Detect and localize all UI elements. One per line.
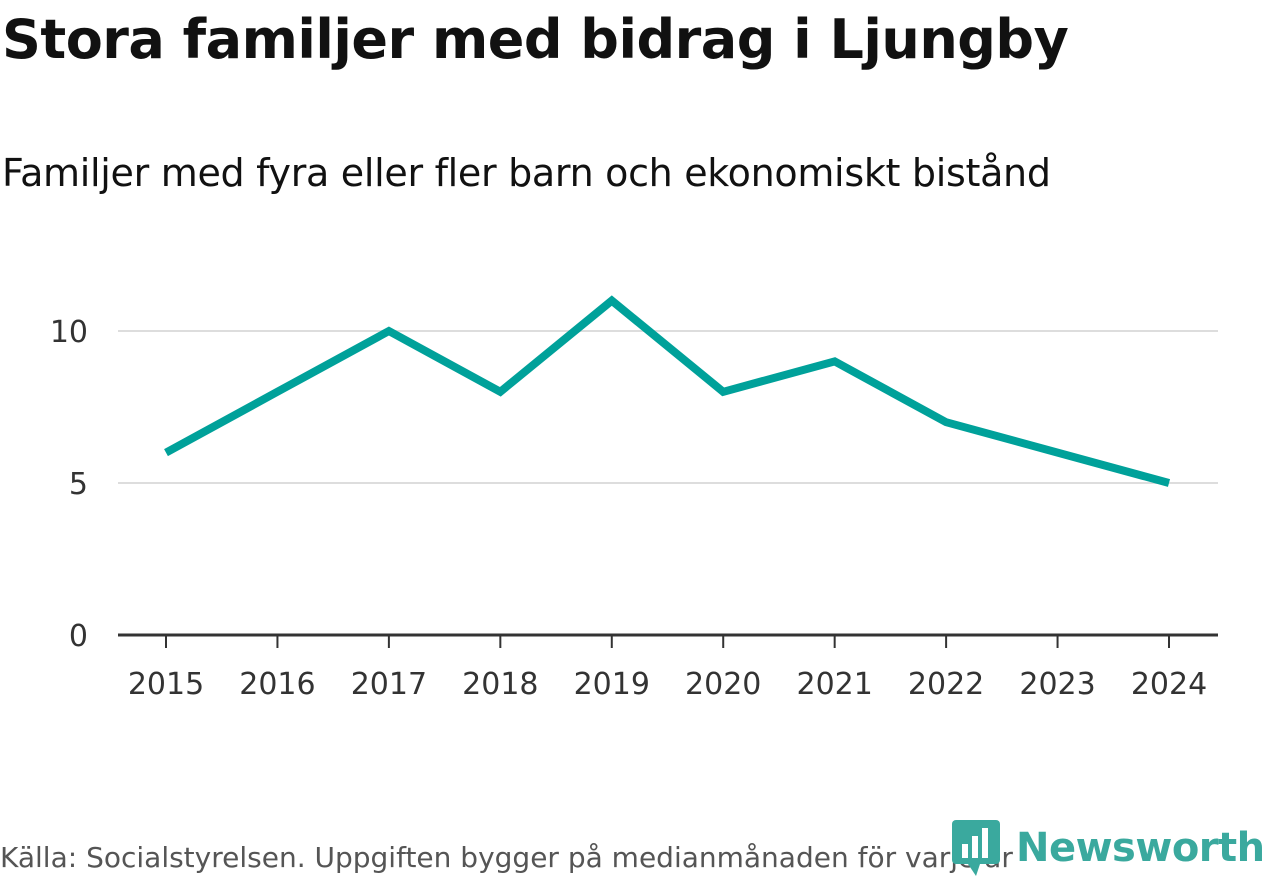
x-axis: 2015 2016 2017 2018 2019 2020 2021 2022 2023 2024 — [118, 635, 1218, 702]
x-tick-label-2016: 2016 — [239, 667, 315, 702]
brand-logo: Newsworthy — [950, 818, 1262, 878]
y-tick-label-0: 0 — [69, 619, 88, 654]
x-tick-label-2023: 2023 — [1019, 667, 1095, 702]
line-chart: 0 5 10 2015 2016 2017 2018 2019 2020 2021 2022 202… — [0, 0, 1262, 800]
x-tick-label-2017: 2017 — [351, 667, 427, 702]
x-tick-label-2019: 2019 — [574, 667, 650, 702]
series-line-0 — [166, 301, 1169, 483]
x-tick-label-2022: 2022 — [908, 667, 984, 702]
brand-name: Newsworthy — [1016, 822, 1262, 874]
y-tick-label-10: 10 — [50, 315, 88, 350]
newsworthy-logo-icon — [950, 818, 1002, 878]
gridlines — [118, 331, 1218, 483]
x-tick-label-2024: 2024 — [1131, 667, 1207, 702]
y-tick-label-5: 5 — [69, 467, 88, 502]
x-tick-label-2021: 2021 — [796, 667, 872, 702]
y-axis-ticks: 0 5 10 — [50, 315, 88, 654]
data-series — [166, 301, 1169, 483]
source-note: Källa: Socialstyrelsen. Uppgiften bygger… — [0, 836, 1013, 880]
x-tick-label-2015: 2015 — [128, 667, 204, 702]
x-tick-label-2018: 2018 — [462, 667, 538, 702]
x-tick-label-2020: 2020 — [685, 667, 761, 702]
